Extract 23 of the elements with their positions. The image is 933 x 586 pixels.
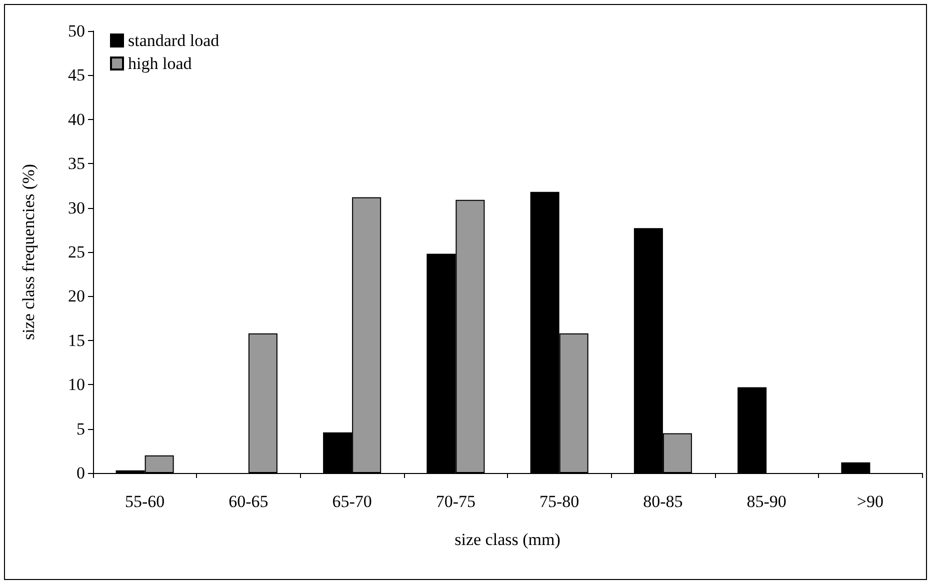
legend-label: standard load: [128, 31, 220, 50]
x-tick-label: 80-85: [643, 492, 683, 511]
y-tick-label: 10: [68, 375, 85, 394]
y-tick-label: 45: [68, 66, 85, 85]
y-tick-label: 40: [68, 110, 85, 129]
y-tick-label: 5: [76, 419, 85, 438]
y-tick-label: 50: [68, 22, 85, 40]
x-tick-label: 55-60: [124, 492, 165, 511]
y-tick-label: 25: [68, 242, 85, 262]
y-axis-title: size class frequencies (%): [19, 164, 38, 340]
x-tick-label: 85-90: [746, 492, 786, 511]
y-tick-label: 20: [68, 286, 85, 306]
x-tick-label: >90: [856, 492, 884, 511]
x-axis-title: size class (mm): [454, 530, 560, 549]
y-tick-label: 30: [68, 198, 85, 218]
x-tick-label: 75-80: [539, 492, 580, 511]
y-tick-label: 15: [68, 330, 85, 350]
y-tick-label: 0: [76, 464, 85, 482]
legend-label: high load: [128, 54, 192, 73]
x-tick-label: 60-65: [228, 492, 268, 511]
x-tick-label: 70-75: [436, 492, 476, 511]
x-tick-label: 65-70: [332, 492, 372, 511]
y-tick-label: 35: [68, 154, 85, 174]
